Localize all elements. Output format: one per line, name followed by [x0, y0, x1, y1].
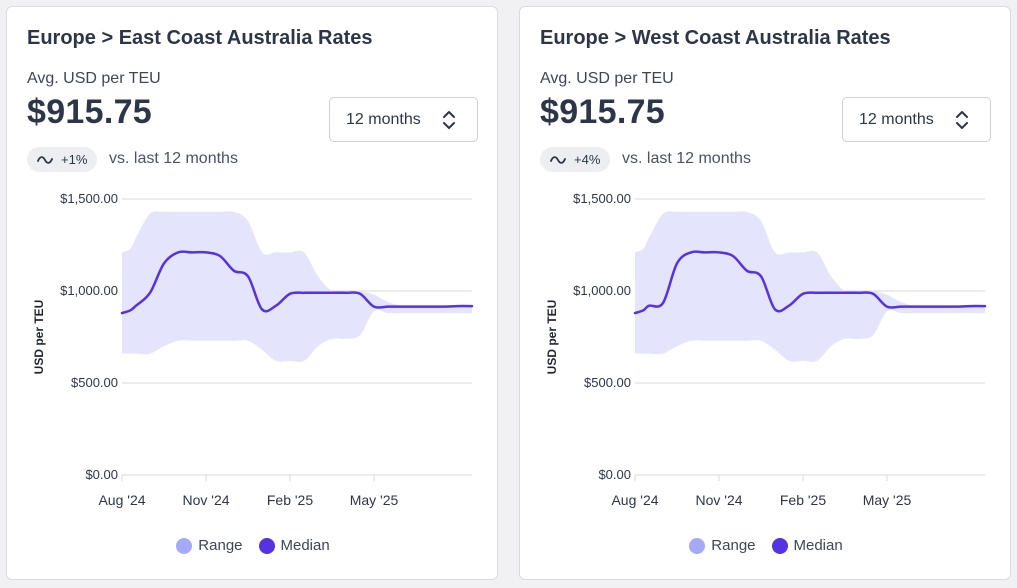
y-tick-label: $500.00 [584, 375, 631, 390]
card-title: Europe > East Coast Australia Rates [27, 27, 373, 49]
rates-chart: $0.00 $500.00 $1,000.00 $1,500.00 USD per TE… [545, 191, 987, 508]
x-tick-label: Nov '24 [182, 492, 229, 508]
x-tick-label: Nov '24 [695, 492, 742, 508]
y-axis-title: USD per TEU [32, 300, 46, 375]
range-swatch-icon [176, 537, 193, 554]
change-caption: vs. last 12 months [622, 150, 751, 167]
change-caption: vs. last 12 months [109, 150, 238, 167]
legend-item-median[interactable]: Median [258, 537, 330, 554]
change-value: +4% [574, 152, 601, 167]
change-badge: +1% [27, 147, 98, 172]
rate-card-west-coast: Europe > West Coast Australia Rates Avg.… [519, 6, 1011, 580]
y-tick-label: $1,000.00 [573, 283, 631, 298]
median-swatch-icon [258, 537, 275, 554]
legend-label: Median [280, 537, 330, 554]
period-select-value: 12 months [346, 110, 421, 128]
x-tick-label: May '25 [863, 492, 912, 508]
x-tick-label: May '25 [350, 492, 399, 508]
period-select[interactable]: 12 months [329, 97, 478, 142]
y-tick-label: $1,500.00 [60, 191, 118, 206]
chart-legend: Range Median [7, 537, 499, 554]
range-swatch-icon [689, 537, 706, 554]
metric-value: $915.75 [27, 93, 153, 131]
range-band[interactable] [635, 211, 985, 363]
rate-card-east-coast: Europe > East Coast Australia Rates Avg.… [6, 6, 498, 580]
legend-label: Median [793, 537, 843, 554]
metric-value: $915.75 [540, 93, 666, 131]
period-select[interactable]: 12 months [842, 97, 991, 142]
tilde-trend-icon [550, 155, 566, 164]
x-tick-label: Feb '25 [267, 492, 313, 508]
median-line[interactable] [633, 250, 987, 315]
legend-item-range[interactable]: Range [689, 537, 756, 554]
metric-label: Avg. USD per TEU [540, 70, 674, 87]
metric-label: Avg. USD per TEU [27, 70, 161, 87]
change-value: +1% [61, 152, 88, 167]
chevron-up-down-icon [956, 111, 968, 129]
median-line[interactable] [120, 250, 474, 315]
y-axis-title: USD per TEU [545, 300, 559, 375]
legend-label: Range [198, 537, 243, 554]
x-tick-label: Aug '24 [98, 492, 145, 508]
period-select-value: 12 months [859, 110, 934, 128]
y-tick-label: $500.00 [71, 375, 118, 390]
rates-chart: $0.00 $500.00 $1,000.00 $1,500.00 USD per TE… [32, 191, 474, 508]
y-tick-label: $0.00 [85, 467, 118, 482]
y-tick-label: $1,500.00 [573, 191, 631, 206]
card-title: Europe > West Coast Australia Rates [540, 27, 891, 49]
median-swatch-icon [771, 537, 788, 554]
range-band[interactable] [122, 211, 472, 363]
x-tick-label: Aug '24 [611, 492, 658, 508]
legend-label: Range [711, 537, 756, 554]
x-tick-label: Feb '25 [780, 492, 826, 508]
legend-item-range[interactable]: Range [176, 537, 243, 554]
chevron-up-down-icon [443, 111, 455, 129]
tilde-trend-icon [37, 155, 53, 164]
legend-item-median[interactable]: Median [771, 537, 843, 554]
change-badge: +4% [540, 147, 611, 172]
chart-legend: Range Median [520, 537, 1012, 554]
y-tick-label: $1,000.00 [60, 283, 118, 298]
y-tick-label: $0.00 [598, 467, 631, 482]
